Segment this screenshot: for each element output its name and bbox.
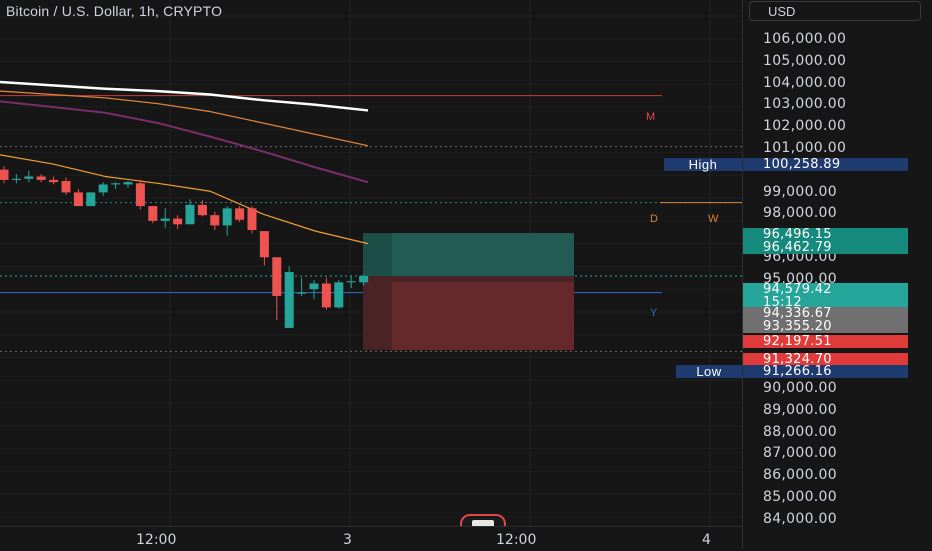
time-axis[interactable]: 12:00 3 12:00 4 (0, 526, 742, 551)
moving-average-gold-line (0, 154, 369, 245)
stop-tag-bottom: 91,324.70 (743, 353, 908, 366)
candle-down (0, 169, 9, 180)
moving-average-purple-line (0, 100, 369, 184)
price-tick: 101,000.00 (763, 140, 847, 156)
long-position-tool (363, 233, 574, 351)
candle-down (61, 181, 71, 193)
candle-up (11, 178, 21, 180)
price-tick: 86,000.00 (763, 467, 837, 483)
candle-up (359, 275, 369, 283)
price-tick: 103,000.00 (763, 96, 847, 112)
candle-up (222, 208, 232, 226)
candle-up (86, 192, 96, 207)
candle-down (36, 176, 46, 180)
stop-tag-top: 92,197.51 (743, 335, 908, 348)
candle-down (73, 192, 83, 207)
price-tick: 88,000.00 (763, 424, 837, 440)
candle-down (210, 215, 220, 226)
candle-down (197, 204, 207, 216)
high-value-tag: 100,258.89 (743, 158, 908, 171)
chart-title: Bitcoin / U.S. Dollar, 1h, CRYPTO (6, 3, 223, 19)
time-label: 4 (702, 532, 711, 548)
price-tick: 98,000.00 (763, 205, 837, 221)
candle-down (135, 183, 145, 207)
price-tick: 90,000.00 (763, 380, 837, 396)
price-tick: 89,000.00 (763, 402, 837, 418)
moving-averages (0, 80, 369, 245)
price-tick: 106,000.00 (763, 31, 847, 47)
candle-up (297, 292, 307, 294)
candle-up (123, 182, 133, 185)
candle-down (49, 179, 59, 183)
price-tick: 87,000.00 (763, 445, 837, 461)
level-label-w: W (708, 213, 719, 225)
price-tick: 85,000.00 (763, 489, 837, 505)
candle-down (247, 208, 257, 230)
candle-down (321, 283, 331, 308)
price-tick: 99,000.00 (763, 184, 837, 200)
level-labels: M D W Y (646, 111, 719, 319)
candle-up (98, 184, 108, 193)
target-tag-bottom: 96,462.79 (743, 241, 908, 254)
entry-tag-bottom: 93,355.20 (743, 320, 908, 333)
time-label: 12:00 (496, 532, 537, 548)
candlesticks (0, 166, 369, 328)
candle-down (272, 257, 282, 297)
currency-selector[interactable]: USD (749, 1, 921, 21)
candle-down (235, 208, 245, 220)
level-label-y: Y (650, 307, 658, 319)
loss-zone-filled (392, 281, 574, 351)
low-label: Low (676, 365, 742, 378)
candle-up (111, 183, 121, 185)
candle-up (24, 176, 34, 179)
high-label: High (664, 158, 742, 171)
moving-average-white-line (0, 80, 369, 112)
price-chart[interactable]: M D W Y (0, 0, 742, 526)
candle-down (173, 218, 183, 225)
current-price-tag: 94,579.42 (743, 283, 908, 296)
candle-down (148, 206, 158, 221)
price-tick: 105,000.00 (763, 53, 847, 69)
time-label: 3 (343, 532, 352, 548)
price-tick: 104,000.00 (763, 75, 847, 91)
candle-down (259, 231, 269, 258)
moving-average-orange-line (0, 90, 369, 147)
low-value-tag: 91,266.16 (743, 365, 908, 378)
level-label-d: D (650, 213, 658, 225)
target-tag-top: 96,496.15 (743, 228, 908, 241)
time-label: 12:00 (136, 532, 177, 548)
price-axis[interactable]: USD 106,000.00 105,000.00 104,000.00 103… (742, 0, 932, 550)
candle-up (309, 283, 319, 290)
candle-up (346, 281, 356, 283)
candle-up (334, 282, 344, 308)
price-tick: 84,000.00 (763, 511, 837, 527)
candle-up (284, 272, 294, 328)
level-label-m: M (646, 111, 655, 123)
price-tick: 102,000.00 (763, 118, 847, 134)
candle-up (160, 218, 170, 221)
candle-up (185, 204, 195, 225)
bar-countdown: 15:12 (743, 296, 908, 309)
profit-zone-filled (392, 233, 574, 276)
entry-tag-top: 94,336.67 (743, 307, 908, 320)
